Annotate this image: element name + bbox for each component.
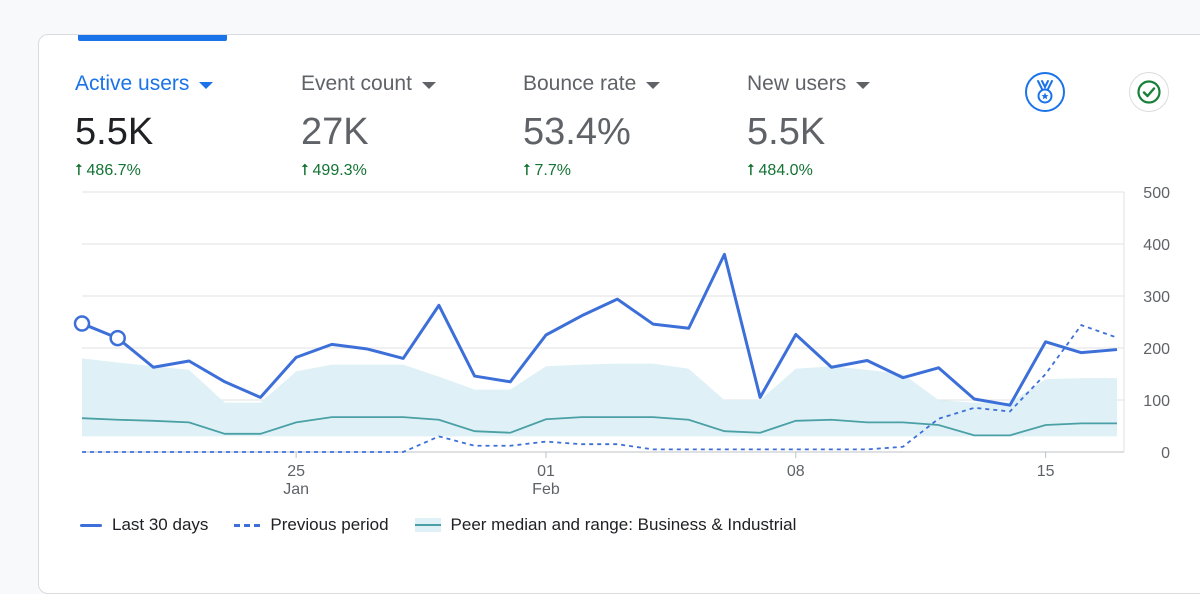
metric-change: 7.7%	[534, 162, 571, 179]
series-layer	[73, 252, 1118, 453]
metric-label: Event count	[301, 72, 412, 95]
arrow-up-icon: ⭡	[75, 162, 83, 179]
y-tick-label: 100	[1143, 393, 1170, 410]
chart-legend: Last 30 days Previous period Peer median…	[80, 515, 796, 535]
status-button[interactable]	[1129, 72, 1169, 112]
metric-value: 5.5K	[747, 111, 826, 153]
metric-change: 486.7%	[86, 162, 141, 179]
dropdown-caret-icon[interactable]	[646, 81, 661, 89]
last-30-days-line	[81, 252, 1118, 407]
metric-change: 484.0%	[758, 162, 813, 179]
check-circle-icon	[1137, 80, 1161, 104]
medal-icon	[1037, 80, 1053, 104]
dropdown-caret-icon[interactable]	[199, 81, 214, 89]
peer-range-layer	[81, 358, 1117, 437]
legend-swatch-solid	[80, 523, 102, 527]
insights-button[interactable]	[1025, 72, 1065, 112]
metric-tab-event-count[interactable]: Event count 27K ⭡ 499.3%	[301, 70, 436, 180]
legend-swatch-dashed	[234, 523, 261, 527]
legend-item-last-30-days[interactable]: Last 30 days	[80, 515, 208, 535]
metric-value: 27K	[301, 111, 369, 153]
selected-metric-indicator	[78, 35, 227, 41]
y-tick-label: 200	[1143, 341, 1170, 358]
metric-value: 5.5K	[75, 111, 154, 153]
legend-label: Peer median and range: Business & Indust…	[450, 515, 797, 534]
x-tick-sublabel: Feb	[532, 481, 560, 498]
metric-label: Active users	[75, 72, 190, 95]
chart-card	[38, 34, 1200, 594]
metric-label: Bounce rate	[523, 72, 637, 95]
legend-label: Last 30 days	[112, 515, 209, 534]
x-tick-sublabel: Jan	[283, 481, 309, 498]
x-tick-label: 25	[287, 463, 305, 480]
arrow-up-icon: ⭡	[747, 162, 755, 179]
chart-gridlines	[82, 191, 1125, 458]
arrow-up-icon: ⭡	[301, 162, 309, 179]
legend-item-peer-median[interactable]: Peer median and range: Business & Indust…	[414, 515, 797, 535]
x-tick-label: 01	[537, 463, 555, 480]
metric-change: 499.3%	[312, 162, 367, 179]
peer-range-band	[82, 358, 1117, 437]
metric-label: New users	[747, 72, 847, 95]
peer-median-line	[81, 416, 1117, 437]
dropdown-caret-icon[interactable]	[856, 81, 871, 89]
metric-value: 53.4%	[523, 111, 631, 153]
x-tick-label: 15	[1037, 463, 1055, 480]
y-tick-label: 500	[1143, 185, 1170, 202]
legend-label: Previous period	[270, 515, 389, 534]
data-point-marker	[109, 329, 126, 347]
legend-swatch-band	[414, 518, 441, 532]
metric-tab-active-users[interactable]: Active users 5.5K ⭡ 486.7%	[75, 70, 214, 180]
y-tick-label: 400	[1143, 237, 1170, 254]
metric-tab-bounce-rate[interactable]: Bounce rate 53.4% ⭡ 7.7%	[523, 70, 661, 180]
legend-item-previous-period[interactable]: Previous period	[234, 515, 389, 535]
x-tick-label: 08	[787, 463, 805, 480]
y-tick-label: 0	[1161, 445, 1170, 462]
data-point-marker	[73, 315, 91, 332]
y-tick-label: 300	[1143, 289, 1170, 306]
previous-period-line	[82, 324, 1118, 453]
metric-tab-new-users[interactable]: New users 5.5K ⭡ 484.0%	[747, 70, 871, 180]
dropdown-caret-icon[interactable]	[421, 81, 436, 89]
arrow-up-icon: ⭡	[523, 162, 531, 179]
